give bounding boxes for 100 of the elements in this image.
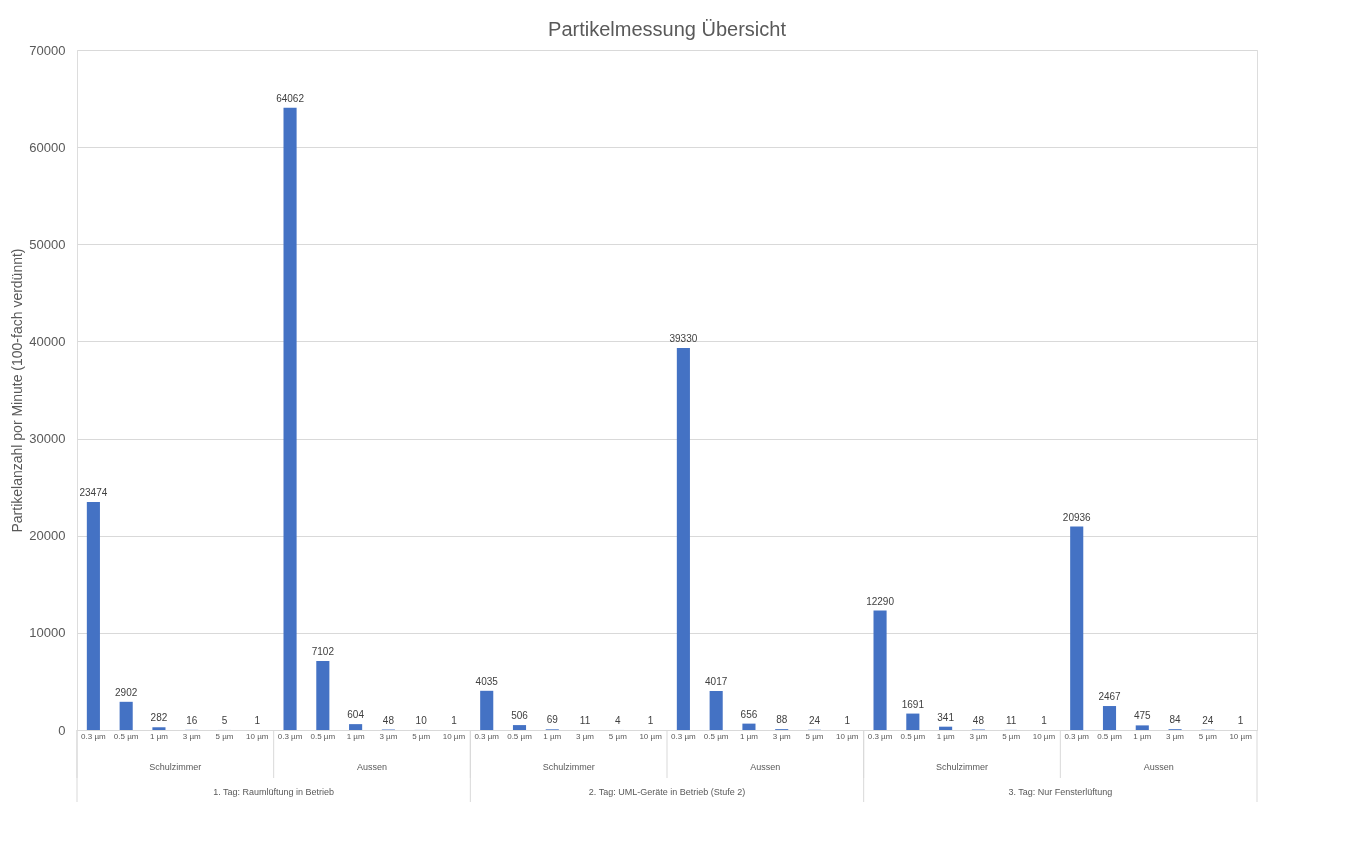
data-label: 11 (1005, 714, 1017, 726)
y-tick-label: 0 (58, 722, 66, 738)
data-label: 341 (937, 711, 955, 723)
data-label: 1 (647, 714, 654, 726)
data-label: 7102 (311, 646, 335, 658)
bar (873, 610, 887, 730)
data-label: 2467 (1098, 691, 1122, 703)
y-tick-label: 50000 (29, 236, 66, 252)
data-label: 4 (615, 714, 622, 726)
data-label: 84 (1169, 714, 1182, 726)
x-tick-label: 3 µm (969, 731, 988, 741)
x-tick-label: 5 µm (805, 731, 824, 741)
x-tick-label: 1 µm (936, 731, 955, 741)
x-tick-label: 0.5 µm (900, 731, 926, 741)
text: Aussen (750, 762, 781, 772)
data-label: 20936 (1062, 511, 1092, 523)
y-tick-label: 60000 (29, 139, 66, 155)
y-tick-label: 30000 (29, 431, 66, 447)
data-label: 23474 (79, 486, 108, 498)
bar (119, 701, 133, 730)
x-tick-label: 10 µm (1229, 731, 1253, 741)
x-tick-label: 0.3 µm (474, 731, 500, 741)
x-tick-label: 5 µm (412, 731, 431, 741)
data-label: 39330 (669, 332, 698, 344)
data-label: 2902 (115, 686, 138, 698)
bar (1102, 706, 1117, 730)
data-label: 1 (451, 714, 458, 726)
text: Aussen (356, 762, 388, 772)
x-tick-label: 3 µm (772, 731, 792, 741)
x-tick-label: 3 µm (576, 731, 595, 741)
y-tick-label: 20000 (29, 528, 66, 544)
x-tick-label: 0.5 µm (1097, 731, 1123, 741)
x-tick-label: 10 µm (246, 731, 269, 741)
x-tick-label: 0.5 µm (113, 731, 139, 741)
text: 2. Tag: UML-Geräte in Betrieb (Stufe 2) (588, 787, 746, 797)
bar (152, 727, 166, 730)
bar (676, 347, 690, 730)
bar (1070, 526, 1084, 730)
x-tick-label: 10 µm (1032, 731, 1056, 741)
data-label: 11 (579, 714, 591, 726)
data-label: 16 (186, 714, 198, 726)
data-label: 475 (1133, 710, 1152, 722)
data-label: 5 (221, 714, 228, 726)
data-label: 1 (844, 714, 851, 726)
x-tick-label: 0.3 µm (671, 731, 697, 741)
data-label: 4035 (475, 675, 499, 687)
bar (906, 713, 920, 730)
bar (316, 661, 330, 730)
data-label: 88 (776, 714, 788, 726)
x-tick-label: 5 µm (215, 731, 234, 741)
x-tick-label: 0.3 µm (1064, 731, 1090, 741)
x-tick-label: 1 µm (1133, 731, 1152, 741)
x-tick-label: 0.3 µm (867, 731, 893, 741)
x-tick-label: 10 µm (442, 731, 466, 741)
data-label: 10 (415, 714, 428, 726)
data-label: 64062 (276, 92, 305, 104)
x-tick-label: 1 µm (346, 731, 365, 741)
y-tick-label: 10000 (29, 625, 66, 641)
bar (283, 107, 297, 730)
x-tick-label: 5 µm (608, 731, 628, 741)
y-tick-label: 40000 (29, 333, 66, 349)
text: Schulzimmer (149, 762, 202, 772)
bar (86, 501, 100, 730)
x-tick-label: 10 µm (639, 731, 663, 741)
x-tick-label: 1 µm (543, 731, 562, 741)
data-label: 1 (1041, 714, 1048, 726)
data-label: 69 (546, 714, 559, 726)
x-tick-label: 0.3 µm (81, 731, 107, 741)
text: Schulzimmer (542, 762, 595, 772)
data-label: 1691 (901, 698, 925, 710)
x-tick-label: 1 µm (739, 731, 759, 741)
x-tick-label: 3 µm (1166, 731, 1185, 741)
data-label: 24 (808, 714, 821, 726)
bar (939, 726, 953, 730)
data-label: 1 (254, 714, 261, 726)
chart-title: Partikelmessung Übersicht (548, 18, 787, 40)
data-label: 4017 (705, 675, 728, 687)
data-label: 24 (1202, 714, 1214, 726)
data-label: 282 (150, 712, 168, 724)
data-label: 48 (382, 714, 395, 726)
bar (512, 725, 527, 730)
data-label: 48 (972, 714, 985, 726)
x-tick-label: 1 µm (149, 731, 169, 741)
text: Aussen (1143, 762, 1174, 772)
text: 3. Tag: Nur Fensterlüftung (1008, 787, 1113, 797)
text: Schulzimmer (935, 762, 989, 772)
data-label: 604 (347, 709, 365, 721)
x-tick-label: 0.5 µm (310, 731, 336, 741)
x-tick-label: 0.3 µm (277, 731, 303, 741)
data-label: 1 (1237, 714, 1244, 726)
y-tick-label: 70000 (29, 42, 66, 58)
x-tick-label: 0.5 µm (703, 731, 729, 741)
data-label: 12290 (866, 595, 895, 607)
x-tick-label: 5 µm (1198, 731, 1218, 741)
bar (480, 690, 494, 730)
x-tick-label: 0.5 µm (507, 731, 533, 741)
x-tick-label: 10 µm (836, 731, 859, 741)
x-tick-label: 5 µm (1002, 731, 1021, 741)
bar (742, 723, 756, 730)
bar (709, 690, 723, 730)
